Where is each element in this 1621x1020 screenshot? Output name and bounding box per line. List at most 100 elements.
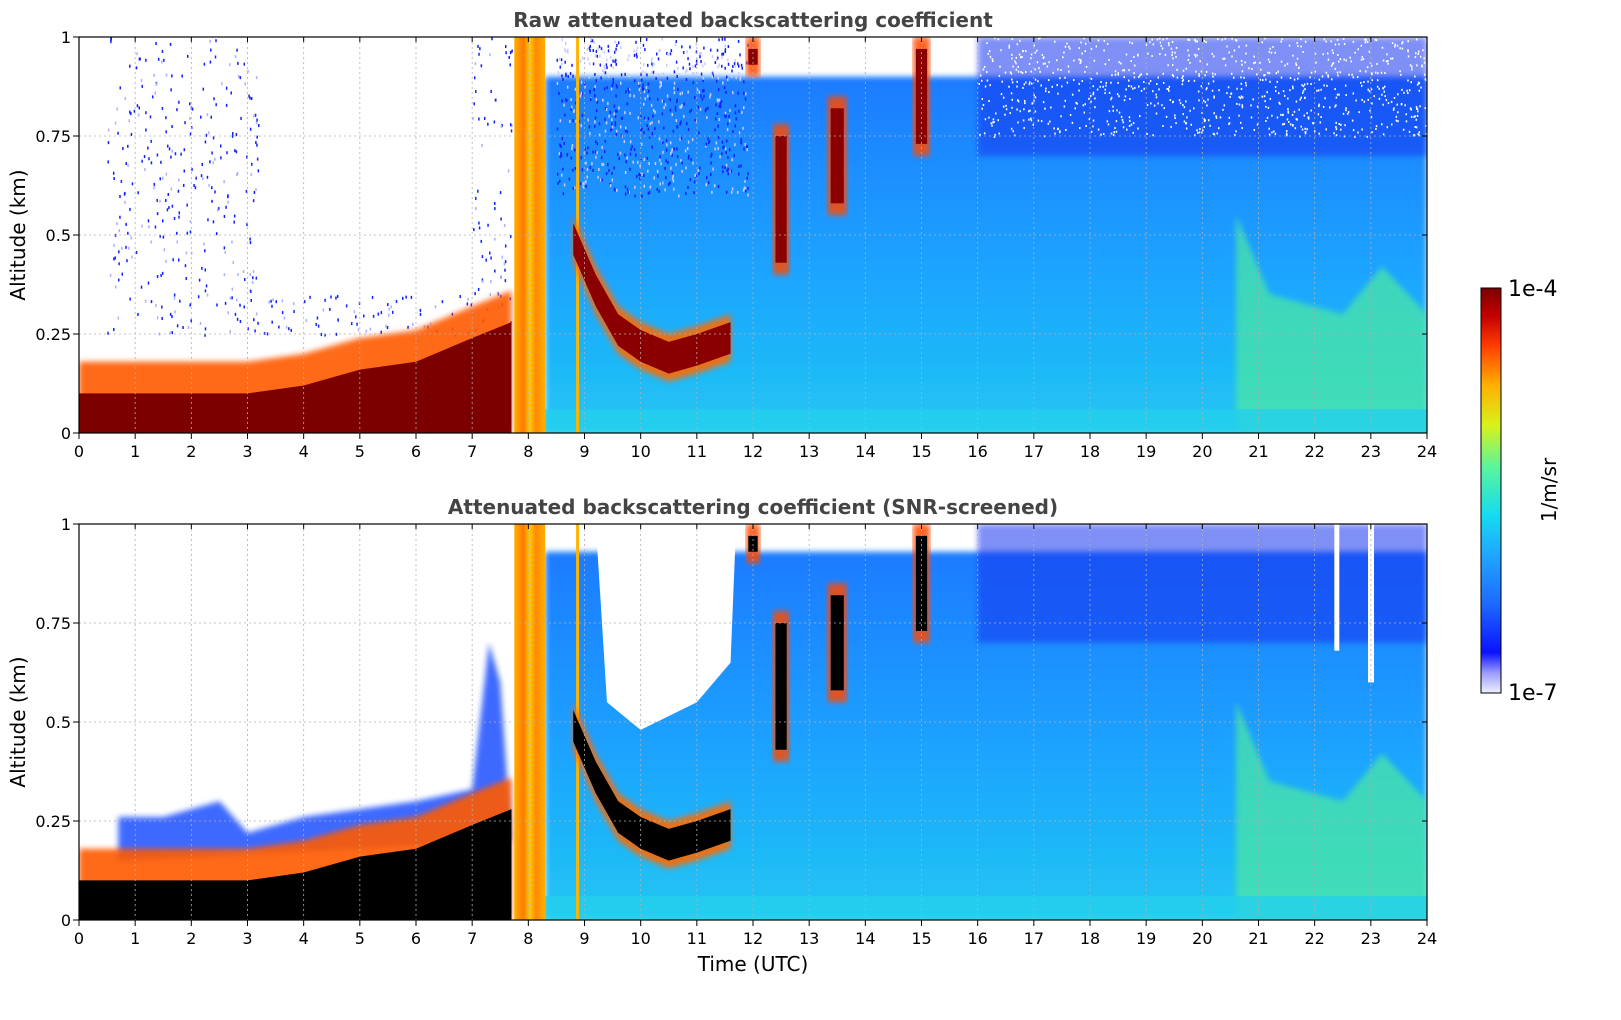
noise-pixel — [1323, 38, 1326, 41]
noise-pixel — [559, 143, 561, 147]
noise-pixel — [1139, 74, 1141, 77]
noise-pixel — [1206, 87, 1208, 90]
noise-pixel — [159, 177, 162, 181]
noise-pixel — [697, 169, 699, 173]
noise-pixel — [594, 116, 597, 120]
noise-pixel — [1010, 72, 1013, 75]
noise-pixel — [557, 172, 559, 176]
noise-pixel — [585, 161, 587, 165]
noise-pixel — [658, 49, 660, 53]
noise-pixel — [717, 88, 720, 92]
noise-pixel — [1123, 69, 1126, 72]
noise-pixel — [1146, 133, 1148, 136]
noise-pixel — [1146, 73, 1148, 76]
noise-pixel — [608, 114, 610, 118]
noise-pixel — [714, 147, 716, 151]
noise-pixel — [1195, 70, 1197, 73]
noise-pixel — [1275, 72, 1278, 75]
noise-pixel — [145, 128, 147, 132]
noise-pixel — [1240, 59, 1243, 62]
noise-pixel — [1172, 75, 1175, 78]
noise-pixel — [1310, 83, 1312, 86]
noise-pixel — [138, 106, 141, 110]
noise-pixel — [615, 132, 618, 136]
noise-pixel — [662, 181, 664, 185]
noise-pixel — [1310, 109, 1312, 112]
noise-pixel — [494, 269, 496, 273]
x-tick-label: 13 — [799, 442, 819, 461]
noise-pixel — [184, 264, 187, 268]
noise-pixel — [1130, 60, 1132, 63]
noise-pixel — [1294, 127, 1297, 130]
aerosol-plume — [1236, 215, 1427, 433]
noise-pixel — [227, 311, 230, 315]
noise-pixel — [591, 162, 593, 166]
noise-pixel — [743, 147, 745, 151]
noise-pixel — [611, 178, 614, 182]
noise-pixel — [658, 120, 660, 124]
noise-pixel — [1318, 78, 1321, 81]
noise-pixel — [1117, 72, 1120, 75]
noise-pixel — [1176, 76, 1179, 79]
noise-pixel — [119, 86, 121, 90]
noise-pixel — [721, 52, 723, 56]
noise-pixel — [661, 141, 664, 145]
noise-pixel — [1415, 52, 1417, 55]
noise-pixel — [256, 157, 259, 161]
noise-pixel — [387, 303, 389, 307]
noise-pixel — [1274, 132, 1277, 135]
noise-pixel — [125, 245, 127, 249]
noise-pixel — [1392, 108, 1395, 111]
noise-pixel — [1228, 51, 1230, 54]
noise-pixel — [1189, 61, 1191, 64]
noise-pixel — [685, 191, 687, 195]
noise-pixel — [745, 92, 747, 96]
noise-pixel — [1186, 116, 1188, 119]
noise-pixel — [647, 117, 650, 121]
noise-pixel — [200, 115, 202, 119]
noise-pixel — [1039, 70, 1041, 73]
noise-pixel — [1285, 130, 1288, 133]
noise-pixel — [113, 177, 115, 181]
noise-pixel — [1235, 39, 1238, 42]
noise-pixel — [137, 312, 139, 316]
noise-pixel — [1312, 122, 1315, 125]
noise-pixel — [1162, 38, 1164, 41]
noise-pixel — [627, 58, 629, 62]
noise-pixel — [599, 63, 602, 67]
noise-pixel — [1409, 107, 1412, 110]
noise-pixel — [1023, 83, 1026, 86]
noise-pixel — [741, 110, 743, 114]
noise-pixel — [285, 325, 288, 329]
noise-pixel — [1041, 53, 1044, 56]
noise-pixel — [1182, 104, 1184, 107]
noise-pixel — [1300, 45, 1302, 48]
noise-pixel — [1122, 126, 1125, 129]
noise-pixel — [647, 127, 650, 131]
noise-pixel — [624, 192, 627, 196]
noise-pixel — [620, 46, 622, 50]
noise-pixel — [1178, 99, 1181, 102]
noise-pixel — [1419, 105, 1421, 108]
noise-pixel — [170, 88, 172, 92]
noise-pixel — [1215, 116, 1218, 119]
noise-pixel — [495, 98, 497, 102]
noise-pixel — [685, 166, 687, 170]
noise-pixel — [617, 41, 620, 45]
x-tick-label: 5 — [355, 929, 365, 948]
noise-pixel — [1185, 122, 1188, 125]
noise-pixel — [721, 165, 724, 169]
noise-pixel — [727, 45, 730, 49]
noise-pixel — [252, 199, 255, 203]
noise-pixel — [1367, 88, 1369, 91]
noise-pixel — [605, 63, 608, 67]
noise-pixel — [1060, 69, 1062, 72]
noise-pixel — [560, 173, 563, 177]
noise-pixel — [570, 107, 573, 111]
noise-pixel — [746, 148, 748, 152]
noise-pixel — [1110, 132, 1113, 135]
noise-pixel — [671, 149, 673, 153]
noise-pixel — [1287, 97, 1289, 100]
noise-pixel — [997, 119, 999, 122]
noise-pixel — [580, 80, 583, 84]
